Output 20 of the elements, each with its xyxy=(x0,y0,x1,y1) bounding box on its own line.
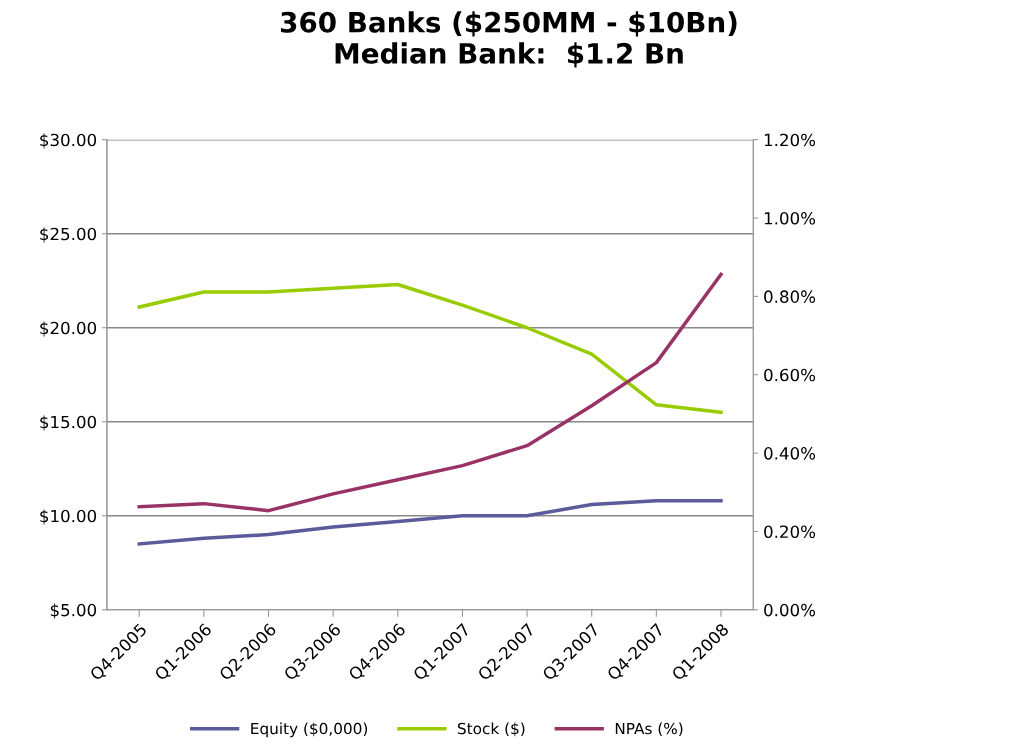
line-series xyxy=(137,282,723,415)
legend-label: Equity ($0,000) xyxy=(251,722,368,738)
y2-tick-label: 0.00% xyxy=(764,603,816,617)
y-tick-label: $15.00 xyxy=(40,415,97,431)
line-series xyxy=(137,499,723,546)
legend-label: NPAs (%) xyxy=(615,722,683,737)
y-tick-label: $20.00 xyxy=(40,321,97,337)
y2-tick-label: 0.60% xyxy=(764,368,816,382)
chart-title: 360 Banks ($250MM - $10Bn) Median Bank: $1.2 Bn xyxy=(280,11,737,68)
y2-tick-label: 0.20% xyxy=(764,525,816,539)
y-tick-label: $30.00 xyxy=(40,133,97,149)
y2-tick-label: 0.80% xyxy=(764,290,816,303)
legend-label: Stock ($) xyxy=(457,722,525,737)
y-tick-label: $25.00 xyxy=(40,227,97,243)
y-tick-label: $10.00 xyxy=(40,509,97,525)
line-series xyxy=(137,272,723,513)
y-tick-label: $5.00 xyxy=(50,603,97,619)
y2-tick-label: 0.40% xyxy=(764,447,816,460)
y2-tick-label: 1.00% xyxy=(764,212,816,225)
y2-tick-label: 1.20% xyxy=(764,133,816,147)
